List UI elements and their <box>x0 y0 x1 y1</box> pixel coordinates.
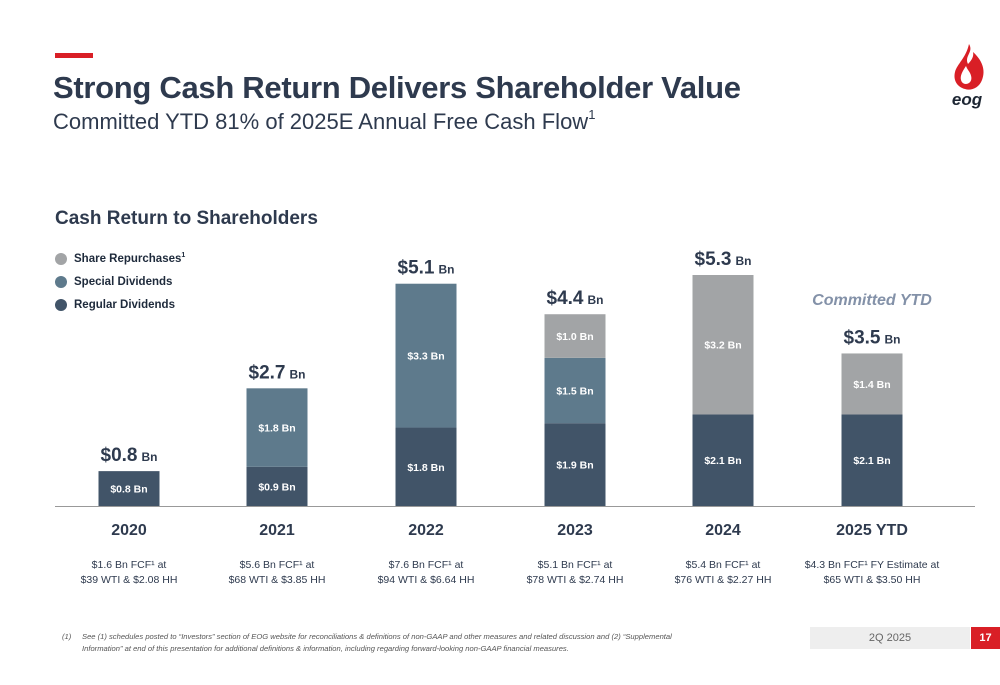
bar-segment-label: $3.3 Bn <box>407 351 444 363</box>
legend-label-special-dividends: Special Dividends <box>74 275 173 288</box>
x-tick-label: 2024 <box>705 522 741 539</box>
page-number: 17 <box>971 627 1000 649</box>
bar-segment <box>544 314 606 358</box>
category-note-line2: $65 WTI & $3.50 HH <box>824 574 921 586</box>
bar-total-unit: Bn <box>587 293 603 307</box>
bar-segment-label: $1.9 Bn <box>556 460 593 472</box>
x-tick-label: 2020 <box>111 522 147 539</box>
bar-segment <box>544 357 606 424</box>
category-note-line2: $78 WTI & $2.74 HH <box>527 574 624 586</box>
bar-total-unit: Bn <box>884 332 900 346</box>
bar-total-label: $3.5 Bn <box>844 327 901 348</box>
bar-segment-label: $2.1 Bn <box>704 455 741 467</box>
chart-legend: Share Repurchases1 Special Dividends Reg… <box>55 247 185 316</box>
category-note-line1: $5.4 Bn FCF¹ at <box>686 559 761 571</box>
category-note-line1: $5.6 Bn FCF¹ at <box>240 559 315 571</box>
legend-swatch-special-dividends <box>55 275 67 288</box>
x-tick-label: 2025 YTD <box>836 522 908 539</box>
drop-inner-icon <box>960 66 972 84</box>
legend-swatch-regular-dividends <box>55 298 67 311</box>
page-title: Strong Cash Return Delivers Shareholder … <box>53 70 741 105</box>
bar-total-value: $3.5 <box>844 327 881 348</box>
footnote-marker: (1) <box>62 632 72 641</box>
bar-segment <box>246 466 308 506</box>
bar-segment <box>98 471 160 506</box>
bar-segment-label: $3.2 Bn <box>704 340 741 352</box>
bar-total-label: $2.7 Bn <box>249 362 306 383</box>
legend-item-special-dividends: Special Dividends <box>55 270 185 293</box>
bar-segment <box>246 388 308 467</box>
committed-ytd-annotation: Committed YTD <box>812 292 932 309</box>
bar-segment <box>692 275 754 415</box>
bar-segment-label: $1.8 Bn <box>407 462 444 474</box>
x-tick-label: 2022 <box>408 522 444 539</box>
category-note-line2: $94 WTI & $6.64 HH <box>378 574 475 586</box>
page-subtitle: Committed YTD 81% of 2025E Annual Free C… <box>53 107 595 135</box>
category-note-line1: $5.1 Bn FCF¹ at <box>538 559 613 571</box>
category-note-line2: $68 WTI & $3.85 HH <box>229 574 326 586</box>
bar-total-value: $5.1 <box>398 258 435 279</box>
logo-wordmark: eog <box>952 90 983 109</box>
bar-total-label: $4.4 Bn <box>547 288 604 309</box>
bar-segment <box>395 283 457 428</box>
footnote-text: See (1) schedules posted to “Investors” … <box>82 632 672 653</box>
bar-segment-label: $1.0 Bn <box>556 331 593 343</box>
bar-total-unit: Bn <box>438 263 454 277</box>
x-tick-label: 2023 <box>557 522 593 539</box>
bar-segment <box>544 423 606 506</box>
bar-total-unit: Bn <box>141 450 157 464</box>
bar-total-label: $5.3 Bn <box>695 249 752 270</box>
legend-footnote-ref: 1 <box>181 252 186 259</box>
bar-segment <box>692 414 754 506</box>
bar-segment <box>841 414 903 506</box>
legend-item-regular-dividends: Regular Dividends <box>55 293 185 316</box>
legend-text-share-repurchases: Share Repurchases <box>74 253 182 265</box>
category-note-line2: $39 WTI & $2.08 HH <box>81 574 178 586</box>
eog-logo: eog <box>952 44 984 109</box>
legend-label-share-repurchases: Share Repurchases1 <box>74 252 185 265</box>
bar-segment-label: $0.8 Bn <box>110 484 147 496</box>
bar-total-unit: Bn <box>289 367 305 381</box>
quarter-label: 2Q 2025 <box>810 627 970 649</box>
bar-segment <box>841 353 903 415</box>
bar-segment-label: $1.8 Bn <box>258 423 295 435</box>
bar-segment-label: $0.9 Bn <box>258 481 295 493</box>
bar-total-value: $2.7 <box>249 362 286 383</box>
category-note-line1: $4.3 Bn FCF¹ FY Estimate at <box>805 559 940 571</box>
subtitle-text: Committed YTD 81% of 2025E Annual Free C… <box>53 109 589 134</box>
footnote: (1) See (1) schedules posted to “Investo… <box>62 631 712 655</box>
bar-total-label: $5.1 Bn <box>398 258 455 279</box>
legend-swatch-share-repurchases <box>55 252 67 265</box>
bar-segment-label: $2.1 Bn <box>853 455 890 467</box>
bar-segment-label: $1.5 Bn <box>556 386 593 398</box>
x-tick-label: 2021 <box>259 522 295 539</box>
bar-total-label: $0.8 Bn <box>101 445 158 466</box>
bar-total-value: $4.4 <box>547 288 584 309</box>
category-note-line1: $7.6 Bn FCF¹ at <box>389 559 464 571</box>
subtitle-footnote-ref: 1 <box>588 107 596 122</box>
bar-segment-label: $1.4 Bn <box>853 379 890 391</box>
chart-section-title: Cash Return to Shareholders <box>55 208 318 229</box>
category-note-line1: $1.6 Bn FCF¹ at <box>92 559 167 571</box>
category-note-line2: $76 WTI & $2.27 HH <box>675 574 772 586</box>
legend-item-share-repurchases: Share Repurchases1 <box>55 247 185 270</box>
legend-label-regular-dividends: Regular Dividends <box>74 298 175 311</box>
bar-total-value: $5.3 <box>695 249 732 270</box>
bar-total-value: $0.8 <box>101 445 138 466</box>
bar-segment <box>395 427 457 506</box>
title-accent-bar <box>55 53 93 58</box>
bar-total-unit: Bn <box>735 254 751 268</box>
